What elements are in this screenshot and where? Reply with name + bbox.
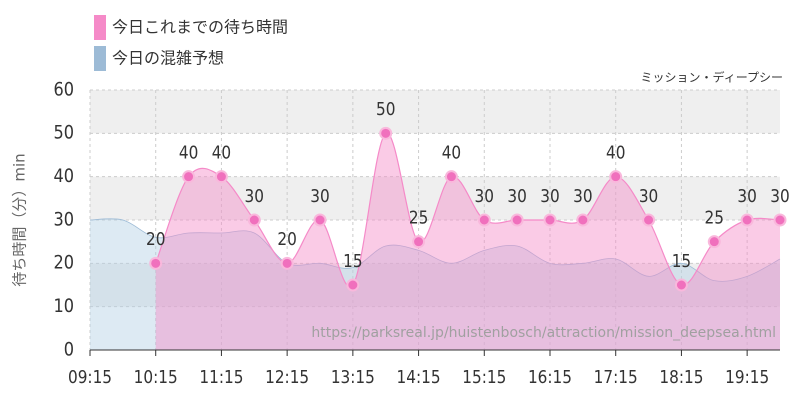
x-tick-label: 16:15 xyxy=(528,366,572,388)
x-tick-label: 14:15 xyxy=(397,366,441,388)
y-tick-label: 50 xyxy=(53,123,74,145)
x-tick-label: 18:15 xyxy=(659,366,703,388)
point xyxy=(444,170,458,184)
x-tick-label: 19:15 xyxy=(725,366,769,388)
data-label: 30 xyxy=(540,185,559,207)
point xyxy=(674,278,688,292)
point xyxy=(182,170,196,184)
x-tick-label: 15:15 xyxy=(462,366,506,388)
point xyxy=(642,213,656,227)
data-label: 30 xyxy=(507,185,526,207)
x-tick-label: 11:15 xyxy=(199,366,243,388)
grid-band xyxy=(90,263,780,307)
point xyxy=(149,256,163,270)
area xyxy=(155,132,780,350)
y-tick-label: 40 xyxy=(53,166,74,188)
point xyxy=(707,235,721,249)
point xyxy=(543,213,557,227)
legend-swatch xyxy=(94,46,106,71)
legend-label: 今日これまでの待ち時間 xyxy=(112,18,288,37)
point xyxy=(412,235,426,249)
point xyxy=(346,278,360,292)
data-label: 50 xyxy=(376,98,395,120)
data-label: 15 xyxy=(672,250,691,272)
data-label: 30 xyxy=(475,185,494,207)
data-label: 25 xyxy=(705,206,724,228)
line xyxy=(89,218,781,282)
data-label: 20 xyxy=(146,228,165,250)
legend-label: 今日の混雑予想 xyxy=(112,49,224,68)
point xyxy=(280,256,294,270)
y-axis-label: 待ち時間（分）min xyxy=(11,153,29,286)
data-label: 40 xyxy=(442,141,461,163)
x-tick-label: 10:15 xyxy=(134,366,178,388)
data-label: 40 xyxy=(606,141,625,163)
point xyxy=(313,213,327,227)
y-tick-label: 60 xyxy=(53,79,74,101)
area xyxy=(90,218,780,350)
data-label: 15 xyxy=(343,250,362,272)
annotation: https://parksreal.jp/huistenbosch/attrac… xyxy=(311,325,776,341)
data-label: 40 xyxy=(212,141,231,163)
point xyxy=(379,126,393,140)
y-tick-label: 30 xyxy=(53,209,74,231)
x-tick-label: 12:15 xyxy=(265,366,309,388)
data-label: 30 xyxy=(639,185,658,207)
point xyxy=(247,213,261,227)
x-tick-label: 09:15 xyxy=(68,366,112,388)
y-tick-label: 20 xyxy=(53,253,74,275)
chart-subtitle: ミッション・ディープシー xyxy=(641,70,783,85)
data-label: 25 xyxy=(409,206,428,228)
point xyxy=(214,170,228,184)
data-label: 30 xyxy=(310,185,329,207)
point xyxy=(773,213,787,227)
point xyxy=(740,213,754,227)
x-tick-label: 13:15 xyxy=(331,366,375,388)
point xyxy=(477,213,491,227)
point xyxy=(609,170,623,184)
point xyxy=(576,213,590,227)
x-tick-label: 17:15 xyxy=(594,366,638,388)
legend-swatch xyxy=(94,15,106,40)
data-label: 40 xyxy=(179,141,198,163)
data-label: 30 xyxy=(737,185,756,207)
y-tick-label: 10 xyxy=(53,296,74,318)
data-label: 30 xyxy=(245,185,264,207)
grid-band xyxy=(90,90,780,134)
data-label: 20 xyxy=(277,228,296,250)
data-label: 30 xyxy=(573,185,592,207)
data-label: 30 xyxy=(770,185,789,207)
point xyxy=(510,213,524,227)
y-tick-label: 0 xyxy=(64,339,74,361)
